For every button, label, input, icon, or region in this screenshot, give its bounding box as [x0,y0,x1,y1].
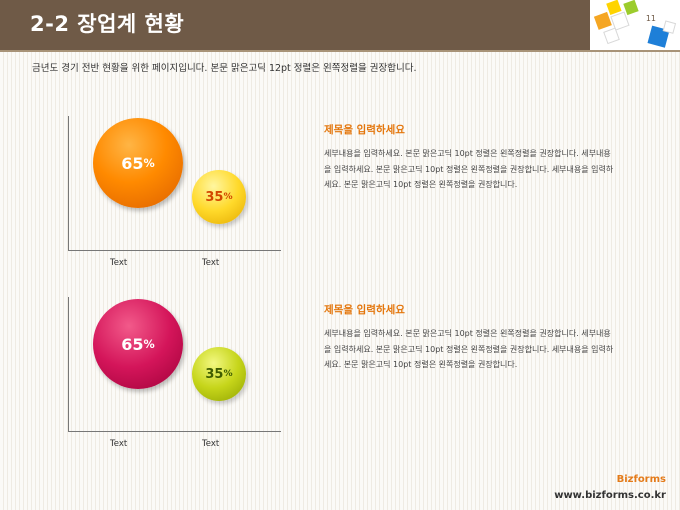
bubble-unit: % [143,156,155,170]
bubble-small: 35% [192,170,246,224]
block-title: 제목을 입력하세요 [324,304,405,316]
text-block-2: 제목을 입력하세요 세부내용을 입력하세요. 본문 맑은고딕 10pt 정렬은 … [324,302,614,373]
bubble-value: 65 [121,334,144,354]
footer-url[interactable]: www.bizforms.co.kr [554,490,666,501]
bubble-large: 65% [93,118,183,208]
block-body: 세부내용을 입력하세요. 본문 맑은고딕 10pt 정렬은 왼쪽정렬을 권장합니… [324,149,614,189]
page-number: 11 [645,14,656,23]
bubble-unit: % [143,337,155,351]
bubble-small: 35% [192,347,246,401]
bubble-value: 35 [205,189,224,205]
x-axis-label: Text [202,258,220,268]
header-divider [0,50,680,52]
y-axis [68,297,69,432]
footer-brand: Bizforms [616,474,666,485]
x-axis-label: Text [110,258,128,268]
bubble-chart-2: 65% 35% Text Text [60,297,285,457]
page-title: 2-2 장업계 현황 [30,12,185,36]
block-body: 세부내용을 입력하세요. 본문 맑은고딕 10pt 정렬은 왼쪽정렬을 권장합니… [324,329,614,369]
bubble-value: 65 [121,153,144,173]
header-bar: 2-2 장업계 현황 11 [0,0,680,50]
x-axis [68,431,281,432]
x-axis [68,250,281,251]
text-block-1: 제목을 입력하세요 세부내용을 입력하세요. 본문 맑은고딕 10pt 정렬은 … [324,122,614,193]
x-axis-label: Text [202,439,220,449]
x-axis-label: Text [110,439,128,449]
y-axis [68,116,69,251]
bubble-unit: % [223,192,233,202]
bubble-large: 65% [93,299,183,389]
decorative-squares-icon [590,0,680,50]
bubble-value: 35 [205,366,224,382]
bubble-unit: % [223,369,233,379]
bubble-chart-1: 65% 35% Text Text [60,116,285,276]
page-subtitle: 금년도 경기 전반 현황을 위한 페이지입니다. 본문 맑은고딕 12pt 정렬… [32,63,417,74]
block-title: 제목을 입력하세요 [324,124,405,136]
